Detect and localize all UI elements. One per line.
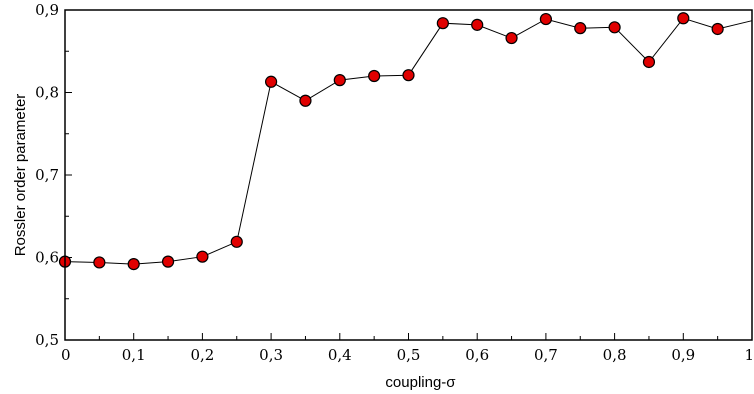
data-point <box>93 256 106 269</box>
x-tick-label: 0,3 <box>259 346 283 364</box>
data-point <box>127 258 140 271</box>
data-point <box>711 22 724 36</box>
data-point <box>333 74 346 87</box>
data-point <box>161 255 175 268</box>
y-tick-label: 0,8 <box>35 84 59 102</box>
plot-frame <box>64 9 753 341</box>
x-tick-label: 0,6 <box>465 346 489 364</box>
x-tick-label: 0,7 <box>534 346 558 364</box>
x-tick-label: 0,2 <box>190 346 214 364</box>
x-tick-labels: 0 0,1 0,2 0,3 0,4 0,5 0,6 0,7 0,8 0,9 1 <box>61 346 754 364</box>
x-tick-label: 0,1 <box>122 346 146 364</box>
y-tick-label: 0,7 <box>35 166 59 184</box>
data-point <box>642 55 656 69</box>
data-point <box>471 18 484 31</box>
x-tick-label: 1 <box>744 346 754 364</box>
y-tick-label: 0,9 <box>35 1 59 19</box>
x-tick-label: 0,9 <box>671 346 695 364</box>
data-point <box>677 12 690 25</box>
data-point <box>574 22 587 35</box>
data-point <box>368 69 381 83</box>
x-axis-title: coupling-σ <box>385 374 456 391</box>
x-tick-label: 0,5 <box>397 346 421 364</box>
y-axis-title: Rossler order parameter <box>12 94 29 257</box>
data-point <box>230 235 243 248</box>
data-point <box>402 69 415 82</box>
data-point <box>299 94 312 107</box>
y-tick-label: 0,5 <box>35 331 59 349</box>
data-point <box>196 250 209 263</box>
data-point <box>436 17 449 30</box>
y-tick-label: 0,6 <box>35 249 59 267</box>
data-point <box>265 75 278 88</box>
data-point <box>505 31 518 45</box>
data-points <box>58 12 724 271</box>
x-tick-label: 0 <box>61 346 71 364</box>
x-tick-label: 0,4 <box>328 346 352 364</box>
data-point <box>608 21 621 34</box>
y-tick-labels: 0,5 0,6 0,7 0,8 0,9 <box>35 1 59 349</box>
x-tick-label: 0,8 <box>603 346 627 364</box>
data-point <box>539 12 553 26</box>
series-line <box>64 17 753 265</box>
